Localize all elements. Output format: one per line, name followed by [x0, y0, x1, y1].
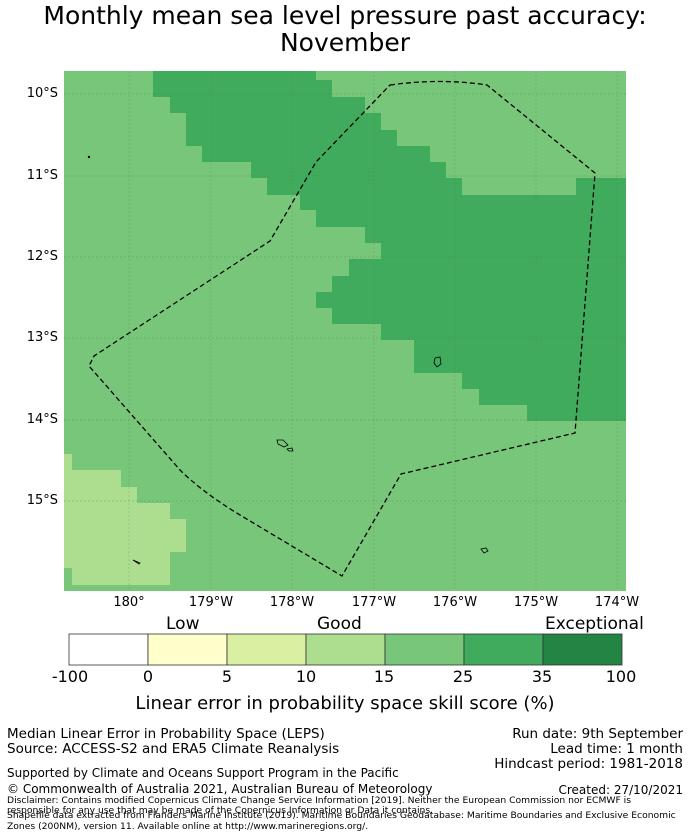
colorbar-swatch	[305, 633, 386, 666]
skill-field-low	[64, 454, 186, 585]
colorbar-tick: 15	[373, 667, 395, 686]
colorbar-tick: 35	[531, 667, 553, 686]
islands	[87, 155, 489, 565]
disclaimer-line-4: Zones (200NM), version 11. Available onl…	[7, 821, 369, 832]
colorbar-swatch	[226, 633, 307, 666]
colorbar-tick: 5	[221, 667, 233, 686]
eez-boundary	[88, 80, 596, 577]
colorbar-tick: 25	[452, 667, 474, 686]
gridlines	[64, 71, 626, 591]
island-alofi	[286, 447, 294, 452]
title-line-2: November	[279, 28, 411, 57]
method-text: Median Linear Error in Probability Space…	[7, 726, 325, 742]
colorbar-tick: -100	[51, 667, 89, 686]
island-dot	[87, 155, 91, 159]
title-line-1: Monthly mean sea level pressure past acc…	[43, 1, 647, 30]
created-date: Created: 27/10/2021	[558, 783, 683, 797]
colorbar-category-good: Good	[317, 614, 362, 634]
lon-label-179w: 179°W	[188, 595, 234, 610]
disclaimer-line-1: Disclaimer: Contains modified Copernicus…	[7, 795, 632, 806]
colorbar-title: Linear error in probability space skill …	[135, 693, 555, 714]
supported-by: Supported by Climate and Oceans Support …	[7, 766, 399, 780]
lat-label-12s: 12°S	[26, 249, 58, 264]
colorbar-swatch	[68, 633, 149, 666]
colorbar-category-low: Low	[166, 614, 200, 634]
lon-label-178w: 178°W	[269, 595, 315, 610]
colorbar-swatch	[147, 633, 228, 666]
lon-label-180: 180°	[113, 595, 145, 610]
island-futuna	[276, 439, 289, 448]
run-date: Run date: 9th September	[512, 726, 683, 742]
colorbar	[68, 633, 623, 666]
lon-label-174w: 174°W	[594, 595, 640, 610]
lead-time: Lead time: 1 month	[550, 741, 683, 757]
island-small-east	[480, 547, 489, 554]
hindcast-period: Hindcast period: 1981-2018	[494, 756, 683, 772]
map-title: Monthly mean sea level pressure past acc…	[0, 2, 690, 56]
lat-label-11s: 11°S	[26, 168, 58, 183]
lat-label-10s: 10°S	[26, 86, 58, 101]
copyright: © Commonwealth of Australia 2021, Austra…	[7, 782, 433, 796]
lon-label-177w: 177°W	[351, 595, 397, 610]
colorbar-swatch	[542, 633, 623, 666]
island-small-west	[132, 559, 141, 565]
colorbar-tick: 100	[605, 667, 637, 686]
disclaimer-line-2: responsible for any use that may be made…	[7, 805, 434, 816]
disclaimer-line-3: Shapefile data extracted from Flanders M…	[7, 810, 676, 821]
skill-field-high	[153, 71, 626, 421]
colorbar-swatch	[384, 633, 465, 666]
island-wallis	[433, 356, 442, 368]
colorbar-category-exceptional: Exceptional	[545, 614, 644, 634]
colorbar-tick: 10	[295, 667, 317, 686]
source-text: Source: ACCESS-S2 and ERA5 Climate Reana…	[7, 741, 340, 757]
lon-label-176w: 176°W	[432, 595, 478, 610]
lat-label-15s: 15°S	[26, 493, 58, 508]
colorbar-tick: 0	[142, 667, 154, 686]
lon-label-175w: 175°W	[513, 595, 559, 610]
lat-label-13s: 13°S	[26, 330, 58, 345]
lat-label-14s: 14°S	[26, 412, 58, 427]
colorbar-swatch	[463, 633, 544, 666]
skill-map	[64, 71, 626, 591]
